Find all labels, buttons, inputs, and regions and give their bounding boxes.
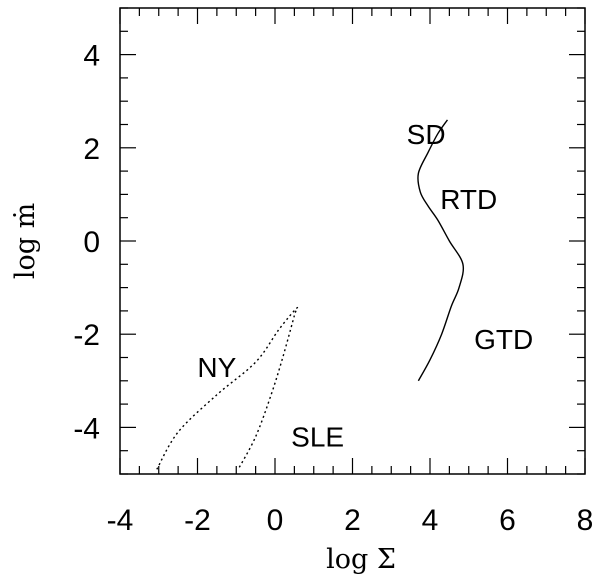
x-tick-label: -2 [184,504,211,537]
region-label: NY [197,352,236,383]
y-tick-labels: 4 2 0 -2 -4 [73,40,100,446]
solid-curve [417,119,465,382]
region-label: RTD [440,184,497,215]
y-tick-label: -2 [73,319,100,352]
x-tick-label: 8 [577,504,594,537]
region-label: GTD [474,324,533,355]
x-tick-label: -4 [107,504,134,537]
series-group [156,119,465,470]
y-tick-label: -4 [73,412,100,445]
region-label: SD [407,119,446,150]
x-tick-label: 6 [499,504,516,537]
y-tick-label: 0 [83,226,100,259]
x-tick-label: 2 [344,504,361,537]
y-tick-label: 4 [83,40,100,73]
y-axis-title: log ṁ [10,203,41,279]
region-labels: SD RTD GTD NY SLE [197,119,533,453]
x-tick-label: 4 [422,504,439,537]
y-tick-label: 2 [83,133,100,166]
x-tick-label: 0 [267,504,284,537]
dotted-curve [156,306,299,470]
axis-ticks [119,7,586,475]
region-label: SLE [291,422,344,453]
x-tick-labels: -4 -2 0 2 4 6 8 [107,504,594,537]
plot-frame [119,7,586,475]
x-axis-title: log Σ [326,544,396,575]
